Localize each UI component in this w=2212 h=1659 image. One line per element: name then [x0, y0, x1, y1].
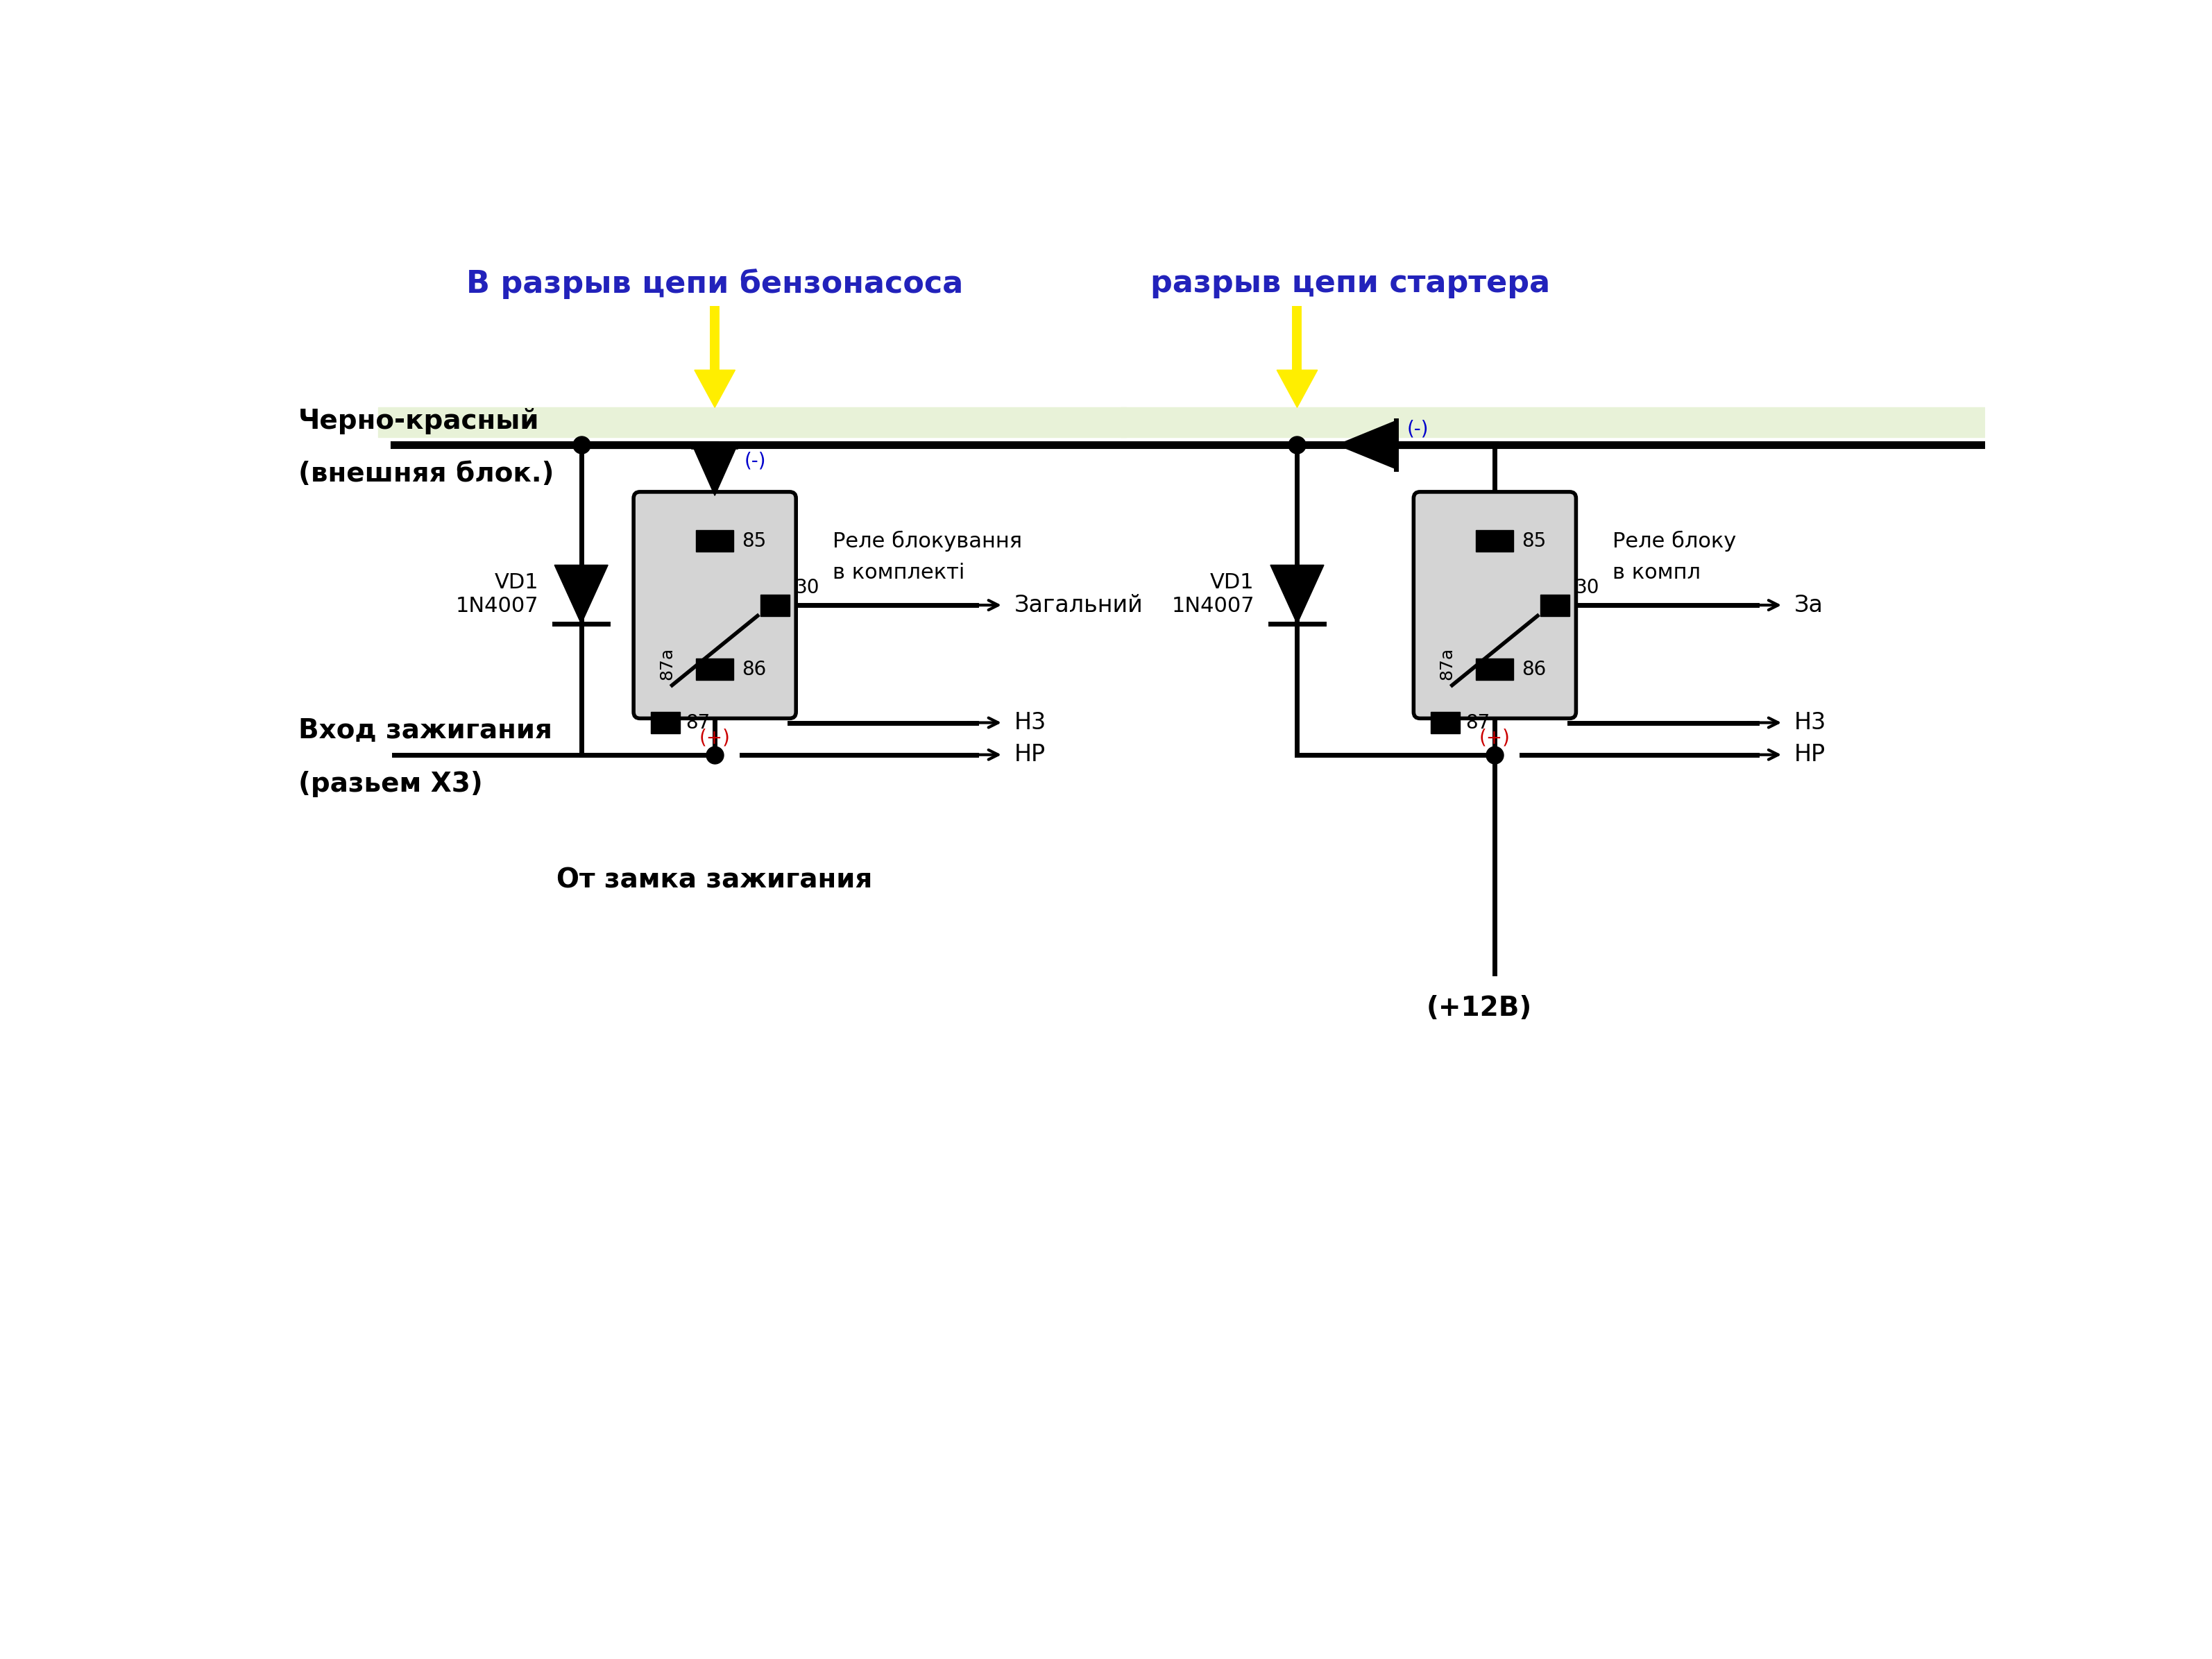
- Bar: [378, 408, 1126, 436]
- Text: В разрыв цепи бензонасоса: В разрыв цепи бензонасоса: [467, 269, 962, 299]
- Text: Н3: Н3: [1794, 712, 1827, 735]
- Text: (-): (-): [1407, 420, 1429, 438]
- Text: 87: 87: [1464, 713, 1491, 732]
- Polygon shape: [1338, 421, 1396, 469]
- Bar: [1475, 531, 1513, 552]
- Text: в комплекті: в комплекті: [832, 562, 964, 582]
- Text: 30: 30: [794, 577, 821, 597]
- Text: (разьем Х3): (разьем Х3): [299, 771, 482, 796]
- Bar: [650, 712, 679, 733]
- Polygon shape: [1276, 370, 1318, 408]
- Polygon shape: [692, 448, 737, 496]
- Polygon shape: [695, 370, 734, 408]
- Text: 87: 87: [686, 713, 710, 732]
- Text: 85: 85: [741, 531, 765, 551]
- Text: 85: 85: [1522, 531, 1546, 551]
- Text: НР: НР: [1013, 743, 1046, 766]
- Bar: [697, 659, 734, 680]
- Text: За: За: [1794, 594, 1823, 617]
- Polygon shape: [555, 566, 608, 624]
- Text: Вход зажигания: Вход зажигания: [299, 718, 553, 743]
- Text: VD1
1N4007: VD1 1N4007: [456, 572, 538, 615]
- FancyBboxPatch shape: [1413, 491, 1575, 718]
- Bar: [761, 594, 790, 615]
- Bar: [1540, 594, 1571, 615]
- Bar: [1475, 659, 1513, 680]
- Text: (внешняя блок.): (внешняя блок.): [299, 461, 553, 488]
- Bar: [1121, 408, 1986, 436]
- Text: Реле блоку: Реле блоку: [1613, 531, 1736, 551]
- Text: От замка зажигания: От замка зажигания: [557, 868, 874, 893]
- Text: Реле блокування: Реле блокування: [832, 531, 1022, 551]
- Text: 30: 30: [1575, 577, 1599, 597]
- Bar: [1431, 712, 1460, 733]
- Text: в компл: в компл: [1613, 562, 1701, 582]
- Bar: [697, 531, 734, 552]
- Text: НР: НР: [1794, 743, 1825, 766]
- Text: 86: 86: [741, 660, 765, 679]
- FancyBboxPatch shape: [633, 491, 796, 718]
- Text: Н3: Н3: [1013, 712, 1046, 735]
- Polygon shape: [1270, 566, 1323, 624]
- Text: 87a: 87a: [1438, 647, 1455, 680]
- Text: 87a: 87a: [659, 647, 675, 680]
- Text: (-): (-): [743, 451, 765, 471]
- Text: Черно-красный: Черно-красный: [299, 408, 540, 435]
- Text: (+12В): (+12В): [1427, 995, 1531, 1022]
- Text: 86: 86: [1522, 660, 1546, 679]
- Text: (+): (+): [699, 728, 730, 748]
- Text: (+): (+): [1480, 728, 1511, 748]
- Text: VD1
1N4007: VD1 1N4007: [1172, 572, 1254, 615]
- Text: разрыв цепи стартера: разрыв цепи стартера: [1150, 269, 1551, 299]
- Text: Загальний: Загальний: [1013, 594, 1144, 617]
